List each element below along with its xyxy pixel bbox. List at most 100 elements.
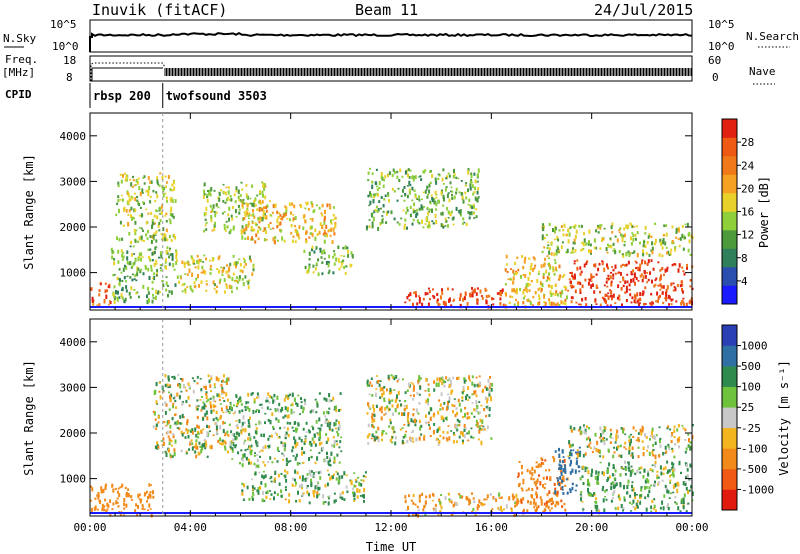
velocity-cell <box>119 512 122 517</box>
power-cell <box>376 188 379 192</box>
velocity-cell <box>567 455 570 457</box>
velocity-cell <box>227 450 229 454</box>
power-cell <box>646 262 649 266</box>
velocity-cell <box>672 468 675 473</box>
power-cell <box>290 231 293 235</box>
power-cell <box>298 236 301 240</box>
power-cell <box>333 250 336 253</box>
power-cell <box>666 251 668 255</box>
velocity-cell <box>253 487 256 490</box>
velocity-cell <box>599 455 602 458</box>
velocity-cell <box>688 489 691 492</box>
power-cell <box>553 302 555 306</box>
velocity-cell <box>427 421 430 424</box>
power-cell <box>121 198 124 202</box>
velocity-cell <box>486 494 489 499</box>
velocity-cell <box>195 454 198 459</box>
velocity-cell <box>141 507 144 511</box>
velocity-cell <box>427 383 430 386</box>
velocity-cell <box>522 497 525 501</box>
velocity-cell <box>251 392 254 395</box>
power-cell <box>477 187 480 191</box>
velocity-cell <box>647 445 650 449</box>
power-cell <box>367 171 370 175</box>
power-cell <box>369 193 372 197</box>
power-ytick-label: 4000 <box>60 130 87 143</box>
velocity-cell <box>463 428 466 432</box>
velocity-cell <box>448 498 451 501</box>
power-cell <box>627 224 630 229</box>
velocity-cell <box>373 408 376 413</box>
velocity-cell <box>303 398 306 402</box>
velocity-cell <box>423 434 426 437</box>
power-cell <box>556 302 559 306</box>
velocity-cell <box>224 381 227 383</box>
velocity-cell <box>669 481 672 484</box>
power-cell <box>252 265 255 268</box>
velocity-cell <box>259 455 261 458</box>
velocity-cell <box>322 501 325 505</box>
velocity-cell <box>209 445 212 449</box>
velocity-cell <box>437 442 440 446</box>
power-cell <box>559 293 562 298</box>
velocity-cell <box>219 442 222 445</box>
power-cell <box>231 206 234 210</box>
power-cell <box>261 190 264 196</box>
power-cell <box>562 301 565 305</box>
nave-tick-top: 60 <box>708 54 721 67</box>
velocity-cell <box>294 440 297 445</box>
velocity-cell <box>224 422 226 424</box>
power-cell <box>643 302 645 306</box>
velocity-cell <box>652 434 655 440</box>
power-cell <box>136 266 139 271</box>
power-cell <box>247 203 250 206</box>
power-cell <box>374 209 377 212</box>
power-cell <box>686 222 689 228</box>
power-cell <box>239 269 242 273</box>
power-cell <box>330 222 333 225</box>
velocity-cell <box>558 481 561 484</box>
power-cell <box>634 260 637 263</box>
velocity-cell <box>419 377 422 380</box>
power-cell <box>491 297 493 301</box>
velocity-cell <box>680 498 683 502</box>
power-cell <box>538 297 541 301</box>
velocity-ylabel: Slant Range [km] <box>22 360 36 476</box>
velocity-cell <box>277 437 280 439</box>
velocity-cell <box>253 436 256 439</box>
velocity-cell <box>541 458 544 461</box>
power-cell <box>156 291 159 295</box>
velocity-cell <box>555 500 558 505</box>
power-cell <box>338 260 341 263</box>
xtick-label: 20:00 <box>575 521 608 534</box>
power-cell <box>572 247 574 250</box>
power-cell <box>333 217 336 220</box>
velocity-cell <box>327 473 330 476</box>
power-cell <box>580 249 583 252</box>
velocity-cell <box>316 491 319 495</box>
velocity-cell <box>629 473 632 477</box>
power-cell <box>455 191 458 195</box>
power-cell <box>205 289 208 292</box>
power-cell <box>664 268 667 273</box>
velocity-cell <box>487 388 489 391</box>
power-cell <box>239 198 242 202</box>
power-cell <box>462 297 465 302</box>
power-cell <box>284 205 287 209</box>
power-cell <box>500 289 503 294</box>
velocity-cell <box>406 389 409 392</box>
velocity-cell <box>609 435 612 439</box>
power-cell <box>431 220 434 222</box>
velocity-cell <box>366 381 369 385</box>
velocity-cell <box>256 458 259 463</box>
power-cell <box>350 251 353 255</box>
power-cell <box>446 175 448 178</box>
power-cell <box>421 302 424 307</box>
velocity-cell <box>377 438 380 443</box>
velocity-cell <box>324 420 327 424</box>
power-cell <box>624 233 626 237</box>
velocity-cell <box>264 444 267 449</box>
velocity-cell <box>233 433 235 437</box>
velocity-cell <box>392 375 395 378</box>
velocity-cell <box>196 375 199 379</box>
